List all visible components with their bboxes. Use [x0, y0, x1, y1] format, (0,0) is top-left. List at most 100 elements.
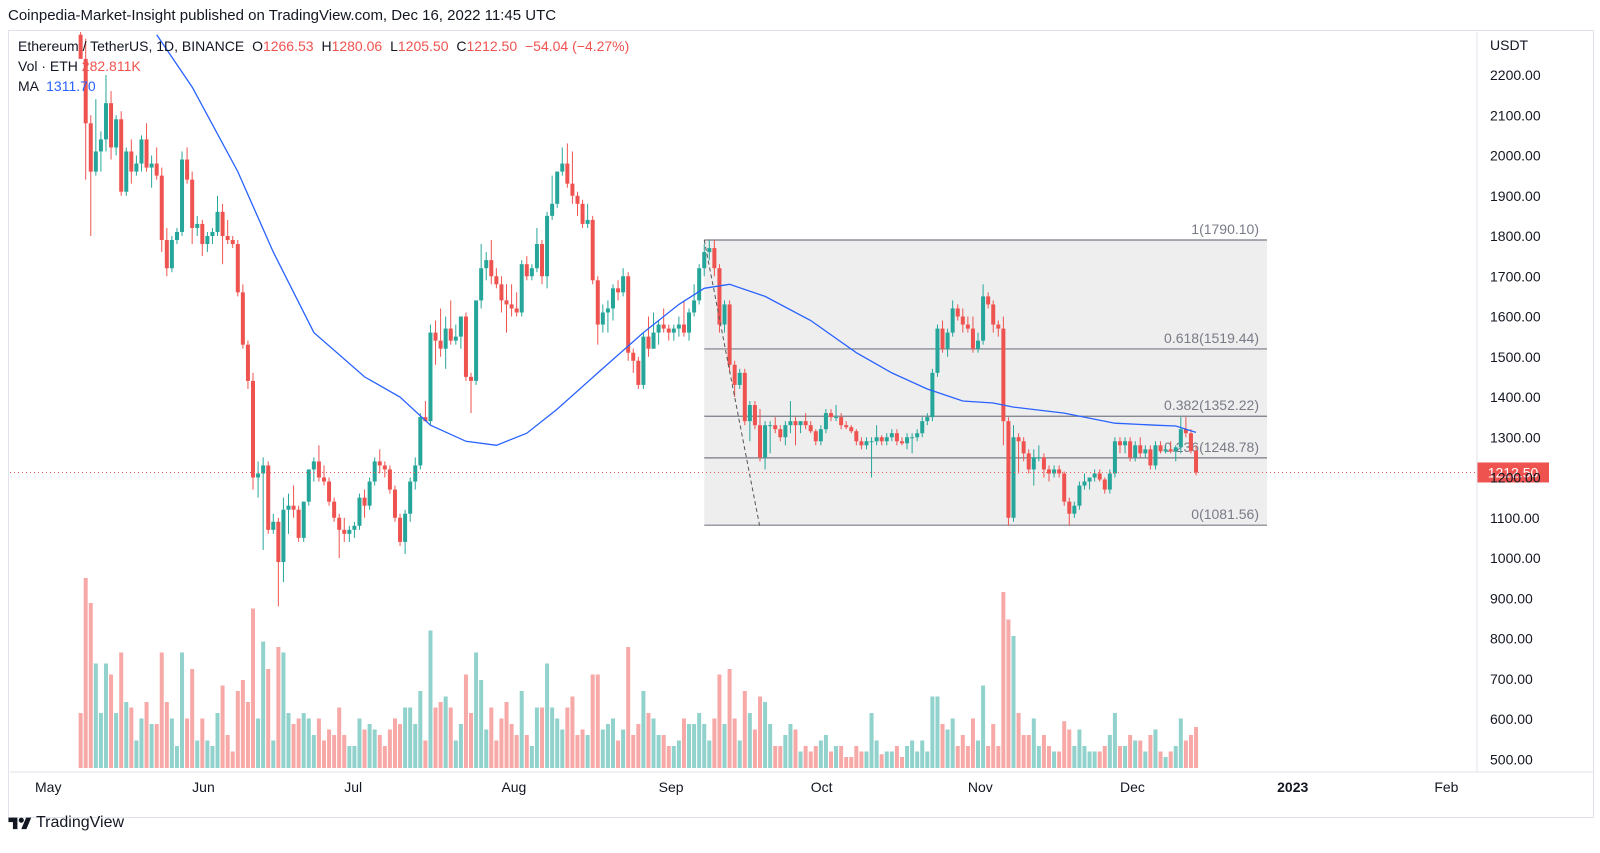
- volume-bar: [671, 746, 676, 768]
- candle-body: [1016, 437, 1021, 442]
- candle-body: [976, 340, 981, 349]
- legend-ohlc[interactable]: Ethereum / TetherUS, 1D, BINANCE O1266.5…: [18, 38, 629, 54]
- tradingview-brand[interactable]: TradingView: [36, 814, 125, 831]
- volume-bar: [1123, 746, 1128, 768]
- candle: [306, 469, 311, 506]
- time-axis[interactable]: May Jun Jul Aug Sep Oct Nov Dec 2023 Feb: [10, 32, 1593, 795]
- candle-body: [1117, 441, 1122, 446]
- candle: [783, 421, 788, 446]
- volume-bar: [600, 729, 605, 768]
- candle: [443, 316, 448, 369]
- legend-volume[interactable]: Vol · ETH 282.811K: [18, 58, 141, 74]
- candle-body: [1097, 473, 1102, 480]
- volume-bar: [940, 724, 945, 768]
- volume-bar: [920, 740, 925, 768]
- candle: [808, 421, 813, 434]
- candle-body: [337, 517, 342, 530]
- candle: [1133, 441, 1138, 462]
- candle: [377, 449, 382, 474]
- candle: [372, 457, 377, 486]
- candle: [788, 401, 793, 434]
- candle: [124, 147, 129, 196]
- candle: [205, 231, 210, 253]
- candle-body: [570, 183, 575, 196]
- candle: [899, 437, 904, 446]
- candle: [1087, 477, 1092, 490]
- volume-bar: [899, 757, 904, 768]
- volume-bar: [676, 740, 681, 768]
- candle-body: [362, 497, 367, 506]
- candle: [251, 372, 256, 490]
- currency-label[interactable]: USDT: [1490, 37, 1529, 53]
- candle: [119, 111, 124, 196]
- candle: [514, 292, 519, 317]
- candle-body: [519, 264, 524, 313]
- volume-bar: [996, 746, 1001, 768]
- volume-bar: [367, 724, 372, 768]
- candle: [1011, 425, 1016, 522]
- candle-body: [808, 425, 813, 432]
- candle-body: [164, 240, 169, 269]
- x-tick-label: 2023: [1277, 779, 1308, 795]
- volume-bar: [433, 707, 438, 768]
- candle-body: [469, 376, 474, 381]
- candle-body: [438, 340, 443, 349]
- candle-body: [291, 505, 296, 510]
- volume-bar: [869, 713, 874, 768]
- candle: [418, 413, 423, 470]
- volume-bar: [828, 751, 833, 768]
- candle: [813, 429, 818, 446]
- candle-body: [190, 179, 195, 228]
- candle: [362, 489, 367, 518]
- header-bar: Coinpedia-Market-Insight published on Tr…: [0, 0, 1600, 32]
- chart-frame[interactable]: [8, 30, 1594, 818]
- candle-body: [357, 497, 362, 526]
- legend-h-value: 1280.06: [331, 38, 383, 54]
- candle: [676, 316, 681, 337]
- candle-body: [382, 465, 387, 470]
- candle-body: [448, 328, 453, 341]
- candle-body: [565, 163, 570, 184]
- legend-symbol[interactable]: Ethereum / TetherUS, 1D, BINANCE: [18, 38, 245, 54]
- candle: [768, 421, 773, 454]
- volume-bar: [514, 735, 519, 768]
- candle-body: [1052, 469, 1057, 474]
- volume-bar: [169, 718, 174, 768]
- candle-body: [1041, 457, 1046, 470]
- fib-retracement[interactable]: 1(1790.10) 0.618(1519.44) 0.382(1352.22) 0.…: [704, 221, 1268, 526]
- candle-body: [1148, 449, 1153, 466]
- candle-body: [144, 139, 149, 168]
- volume-bar: [595, 674, 600, 768]
- candle: [180, 151, 185, 236]
- volume-bar: [1001, 592, 1006, 768]
- legend-ma[interactable]: MA 1311.70: [18, 78, 96, 94]
- volume-bar: [575, 735, 580, 768]
- candle-body: [722, 304, 727, 325]
- candle-body: [1082, 481, 1087, 486]
- candle: [687, 308, 692, 341]
- candle-body: [261, 465, 266, 474]
- candle: [1052, 465, 1057, 478]
- volume-bar: [109, 674, 114, 768]
- volume-bar: [747, 713, 752, 768]
- volume-bar: [550, 707, 555, 768]
- candle-body: [418, 417, 423, 466]
- candle-body: [154, 163, 159, 176]
- candle: [230, 236, 235, 249]
- price-axis[interactable]: 1212.50 500.00 600.00 700.00 800.00 900.00 100…: [10, 67, 1549, 767]
- volume-bar: [758, 696, 763, 768]
- candle: [382, 461, 387, 478]
- candle-body: [681, 324, 686, 333]
- candle-body: [180, 159, 185, 232]
- legend-c-value: 1212.50: [466, 38, 518, 54]
- tradingview-logo-icon[interactable]: [8, 815, 32, 833]
- price-badge: 1212.50: [1488, 464, 1539, 480]
- candle: [616, 280, 621, 301]
- candle: [448, 300, 453, 345]
- candle-body: [747, 405, 752, 422]
- volume-bar: [474, 652, 479, 768]
- candle-body: [200, 223, 205, 245]
- volume-bar: [981, 685, 986, 768]
- candle-body: [509, 304, 514, 309]
